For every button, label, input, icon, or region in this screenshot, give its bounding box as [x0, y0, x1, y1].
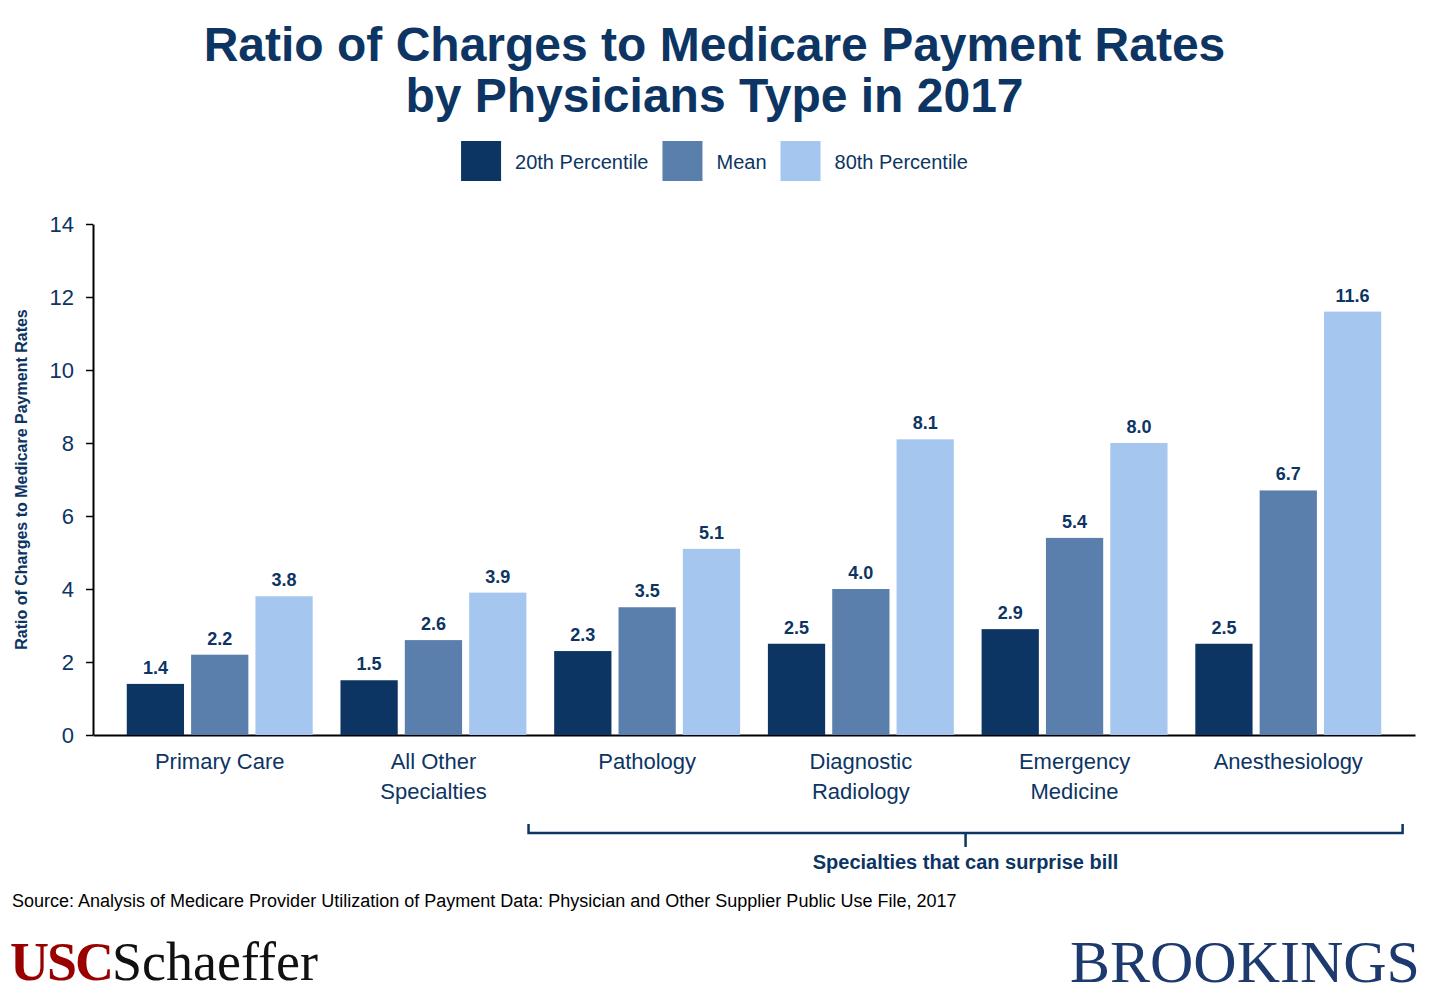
- y-axis-title: Ratio of Charges to Medicare Payment Rat…: [13, 309, 30, 650]
- y-tick: 14: [50, 212, 93, 237]
- y-tick-label: 14: [50, 212, 74, 237]
- legend-item: Mean: [662, 141, 766, 181]
- logo-part: USC: [10, 932, 112, 992]
- y-tick: 2: [62, 650, 93, 675]
- legend-swatch: [461, 141, 501, 181]
- bar: [255, 596, 312, 735]
- y-tick-label: 12: [50, 285, 74, 310]
- data-label: 2.2: [207, 629, 232, 649]
- title: Ratio of Charges to Medicare Payment Rat…: [204, 18, 1226, 122]
- bar: [897, 439, 954, 735]
- data-label: 2.5: [784, 618, 809, 638]
- bar: [1110, 443, 1167, 735]
- legend-label: 20th Percentile: [515, 151, 648, 173]
- y-tick: 6: [62, 504, 93, 529]
- y-tick-mark: [86, 224, 93, 226]
- x-tick: Anesthesiology: [1214, 749, 1363, 774]
- data-label: 11.6: [1336, 286, 1370, 306]
- data-label: 1.5: [357, 654, 382, 674]
- data-labels: 1.4 1.5 2.3 2.5 2.9 2.5 2.2 2.6 3.5 4.0 5.4 6.7 3.8 3…: [143, 286, 1370, 678]
- chart: Ratio of Charges to Medicare Payment Rat…: [0, 0, 1429, 993]
- y-tick: 10: [50, 358, 93, 383]
- bar: [1260, 490, 1317, 735]
- bar: [191, 655, 248, 735]
- legend-swatch: [662, 141, 702, 181]
- data-label: 2.6: [421, 614, 446, 634]
- data-label: 8.1: [913, 413, 938, 433]
- bar: [127, 684, 184, 735]
- y-tick: 12: [50, 285, 93, 310]
- legend: 20th Percentile Mean 80th Percentile: [461, 141, 968, 181]
- data-label: 6.7: [1276, 464, 1301, 484]
- annotation: Specialties that can surprise bill: [813, 851, 1119, 873]
- data-label: 5.1: [699, 523, 724, 543]
- data-label: 5.4: [1062, 512, 1087, 532]
- legend-item: 20th Percentile: [461, 141, 648, 181]
- background: [0, 0, 1429, 993]
- legend-label: Mean: [716, 151, 766, 173]
- y-tick-mark: [86, 735, 93, 737]
- annotation-bracket: [529, 824, 1403, 847]
- y-tick-mark: [86, 297, 93, 299]
- bar: [832, 589, 889, 735]
- x-axis: Primary Care All OtherSpecialties Patholog…: [94, 736, 1416, 804]
- y-tick-label: 0: [62, 723, 74, 748]
- bar: [982, 629, 1039, 735]
- x-tick: Primary Care: [155, 749, 285, 774]
- bar: [405, 640, 462, 735]
- data-label: 1.4: [143, 658, 168, 678]
- legend-item: 80th Percentile: [781, 141, 968, 181]
- logo-left: USCSchaeffer: [10, 932, 318, 992]
- x-tick-label: Pathology: [598, 749, 696, 774]
- y-tick: 0: [62, 723, 93, 748]
- bar: [619, 607, 676, 735]
- y-tick-label: 8: [62, 431, 74, 456]
- data-label: 3.8: [272, 570, 297, 590]
- data-label: 4.0: [848, 563, 873, 583]
- x-tick-label: EmergencyMedicine: [1019, 749, 1130, 804]
- data-label: 8.0: [1126, 417, 1151, 437]
- y-tick: 8: [62, 431, 93, 456]
- data-label: 2.9: [998, 603, 1023, 623]
- bars: [127, 312, 1381, 735]
- data-label: 3.9: [485, 567, 510, 587]
- bar: [768, 644, 825, 735]
- x-tick: DiagnosticRadiology: [809, 749, 912, 804]
- x-tick: Pathology: [598, 749, 696, 774]
- y-tick-mark: [86, 516, 93, 518]
- x-tick-label: All OtherSpecialties: [380, 749, 486, 804]
- bar: [340, 680, 397, 735]
- logo-part: Schaeffer: [112, 932, 318, 992]
- legend-swatch: [781, 141, 821, 181]
- source: Source: Analysis of Medicare Provider Ut…: [12, 891, 956, 911]
- x-tick-label: Anesthesiology: [1214, 749, 1363, 774]
- y-tick-label: 6: [62, 504, 74, 529]
- data-label: 2.3: [570, 625, 595, 645]
- y-tick-mark: [86, 589, 93, 591]
- y-tick-mark: [86, 662, 93, 664]
- y-tick-label: 2: [62, 650, 74, 675]
- legend-label: 80th Percentile: [835, 151, 968, 173]
- y-tick-mark: [86, 443, 93, 445]
- bar: [1324, 312, 1381, 735]
- bar: [469, 593, 526, 735]
- logo-right: BROOKINGS: [1070, 929, 1420, 993]
- y-tick-mark: [86, 370, 93, 372]
- y-tick-label: 4: [62, 577, 74, 602]
- y-axis-line: [93, 225, 95, 736]
- data-label: 2.5: [1211, 618, 1236, 638]
- bar: [1195, 644, 1252, 735]
- y-tick-label: 10: [50, 358, 74, 383]
- x-tick-label: DiagnosticRadiology: [809, 749, 912, 804]
- x-tick: EmergencyMedicine: [1019, 749, 1130, 804]
- bar: [554, 651, 611, 735]
- bar: [1046, 538, 1103, 735]
- x-tick: All OtherSpecialties: [380, 749, 486, 804]
- x-tick-label: Primary Care: [155, 749, 285, 774]
- logo-part: BROOKINGS: [1070, 929, 1420, 993]
- y-axis: 0 2 4 6 8 10 12 14: [50, 212, 94, 748]
- y-tick: 4: [62, 577, 93, 602]
- data-label: 3.5: [635, 581, 660, 601]
- bar: [683, 549, 740, 735]
